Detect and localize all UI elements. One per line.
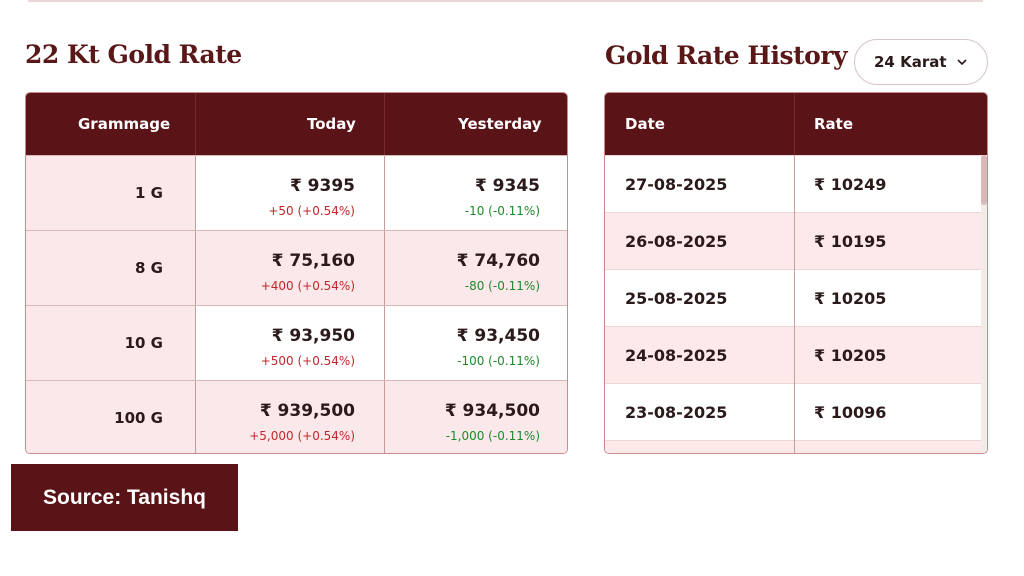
today-price: ₹ 9395 bbox=[289, 176, 355, 196]
today-price: ₹ 75,160 bbox=[271, 251, 355, 271]
today-cell: ₹ 9395 +50 (+0.54%) bbox=[195, 156, 384, 230]
history-rate: ₹ 10096 bbox=[814, 402, 887, 422]
today-price: ₹ 939,500 bbox=[259, 401, 355, 421]
grammage-cell: 1 G bbox=[26, 156, 195, 230]
yesterday-change: -100 (-0.11%) bbox=[457, 354, 540, 368]
today-price: ₹ 93,950 bbox=[271, 326, 355, 346]
yesterday-price: ₹ 93,450 bbox=[456, 326, 540, 346]
gold-rate-title: 22 Kt Gold Rate bbox=[25, 40, 242, 69]
gold-rate-history-table[interactable]: Date Rate 27-08-2025 ₹ 10249 26-08-2025 … bbox=[604, 92, 988, 454]
karat-select-value: 24 Karat bbox=[874, 53, 947, 71]
table-row: 1 G ₹ 9395 +50 (+0.54%) ₹ 9345 -10 (-0.1… bbox=[26, 155, 567, 230]
yesterday-price: ₹ 74,760 bbox=[456, 251, 540, 271]
today-cell: ₹ 939,500 +5,000 (+0.54%) bbox=[195, 381, 384, 453]
source-label: Source: Tanishq bbox=[11, 464, 238, 531]
history-date: 27-08-2025 bbox=[625, 174, 728, 194]
history-date: 24-08-2025 bbox=[625, 345, 728, 365]
table-row: 100 G ₹ 939,500 +5,000 (+0.54%) ₹ 934,50… bbox=[26, 380, 567, 453]
history-rate: ₹ 10205 bbox=[814, 288, 887, 308]
yesterday-cell: ₹ 9345 -10 (-0.11%) bbox=[384, 156, 567, 230]
column-header-date: Date bbox=[625, 115, 665, 133]
yesterday-cell: ₹ 93,450 -100 (-0.11%) bbox=[384, 306, 567, 380]
grammage-cell: 100 G bbox=[26, 381, 195, 453]
history-date: 25-08-2025 bbox=[625, 288, 728, 308]
column-header-rate: Rate bbox=[814, 115, 854, 133]
table-row: 10 G ₹ 93,950 +500 (+0.54%) ₹ 93,450 -10… bbox=[26, 305, 567, 380]
yesterday-price: ₹ 934,500 bbox=[444, 401, 540, 421]
yesterday-cell: ₹ 74,760 -80 (-0.11%) bbox=[384, 231, 567, 305]
gold-rate-history-title: Gold Rate History bbox=[605, 41, 848, 70]
table-row: 8 G ₹ 75,160 +400 (+0.54%) ₹ 74,760 -80 … bbox=[26, 230, 567, 305]
yesterday-cell: ₹ 934,500 -1,000 (-0.11%) bbox=[384, 381, 567, 453]
today-change: +500 (+0.54%) bbox=[260, 354, 355, 368]
today-cell: ₹ 93,950 +500 (+0.54%) bbox=[195, 306, 384, 380]
table-header: Grammage Today Yesterday bbox=[26, 93, 567, 155]
history-date: 23-08-2025 bbox=[625, 402, 728, 422]
chevron-down-icon bbox=[957, 59, 967, 66]
history-rate: ₹ 10205 bbox=[814, 345, 887, 365]
yesterday-change: -80 (-0.11%) bbox=[464, 279, 540, 293]
history-rate: ₹ 10195 bbox=[814, 231, 887, 251]
yesterday-change: -1,000 (-0.11%) bbox=[445, 429, 540, 443]
history-date: 26-08-2025 bbox=[625, 231, 728, 251]
grammage-cell: 10 G bbox=[26, 306, 195, 380]
today-cell: ₹ 75,160 +400 (+0.54%) bbox=[195, 231, 384, 305]
karat-select[interactable]: 24 Karat bbox=[854, 39, 988, 85]
top-divider bbox=[28, 0, 983, 2]
scrollbar-track[interactable] bbox=[981, 155, 987, 453]
today-change: +50 (+0.54%) bbox=[268, 204, 355, 218]
column-header-grammage: Grammage bbox=[78, 115, 171, 133]
scrollbar-thumb[interactable] bbox=[981, 155, 987, 205]
history-rate: ₹ 10249 bbox=[814, 174, 887, 194]
column-header-yesterday: Yesterday bbox=[458, 115, 542, 133]
column-divider bbox=[794, 155, 795, 453]
history-table-header: Date Rate bbox=[605, 93, 987, 155]
today-change: +400 (+0.54%) bbox=[260, 279, 355, 293]
gold-rate-table: Grammage Today Yesterday 1 G ₹ 9395 +50 … bbox=[25, 92, 568, 454]
yesterday-price: ₹ 9345 bbox=[474, 176, 540, 196]
yesterday-change: -10 (-0.11%) bbox=[464, 204, 540, 218]
today-change: +5,000 (+0.54%) bbox=[249, 429, 355, 443]
column-header-today: Today bbox=[307, 115, 356, 133]
grammage-cell: 8 G bbox=[26, 231, 195, 305]
